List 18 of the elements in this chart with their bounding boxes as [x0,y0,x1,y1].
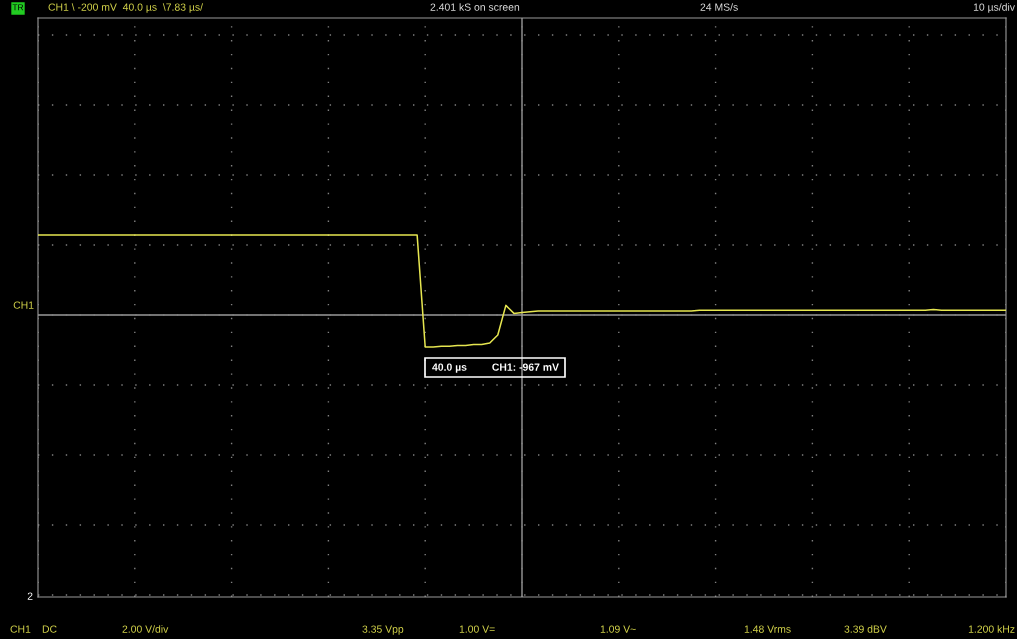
text: CH1 [13,301,34,309]
text: 2.00 V/div [122,625,169,633]
text: 24 MS/s [700,3,738,11]
text: 2.401 kS on screen [430,3,520,11]
text: 1.200 kHz [968,625,1015,633]
text: TR [12,4,24,11]
text: CH1: -967 mV [492,363,559,371]
text: CH1 [10,625,31,633]
text: 40.0 µs [432,363,467,373]
text: 1.09 V~ [600,625,636,633]
text: 10 µs/div [973,3,1015,13]
text: DC [42,625,57,633]
text: 3.39 dBV [844,625,887,633]
text: CH1 \ -200 mV 40.0 µs \7.83 µs/ [48,3,204,13]
text: 3.35 Vpp [362,625,404,635]
text: 1.48 Vrms [744,625,791,633]
text: 2 [27,592,33,600]
text: 1.00 V= [459,625,495,633]
